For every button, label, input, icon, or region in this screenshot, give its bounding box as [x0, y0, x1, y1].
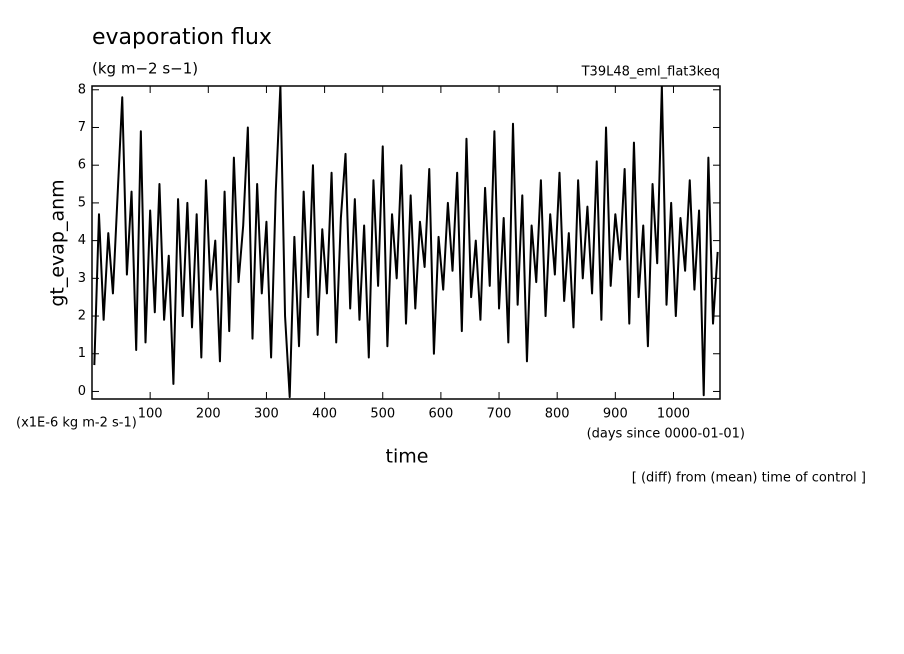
x-tick-label: 900: [603, 407, 628, 422]
units: (kg m−2 s−1): [92, 60, 198, 78]
y-tick-label: 5: [78, 195, 86, 210]
x-tick-label: 100: [138, 407, 163, 422]
data-line: [93, 86, 719, 399]
y-axis-label: gt_evap_anm: [47, 179, 69, 306]
note: [ (diff) from (mean) time of control ]: [632, 471, 866, 486]
x-tick-label: 400: [312, 407, 337, 422]
y-tick-label: 6: [78, 158, 86, 173]
plot-frame: [91, 85, 721, 400]
x-tick-label: 700: [487, 407, 512, 422]
x-tick-label: 300: [254, 407, 279, 422]
y-tick-label: 2: [78, 309, 86, 324]
x-tick-label: 800: [545, 407, 570, 422]
y-tick-label: 7: [78, 120, 86, 135]
y-scale-label: (x1E-6 kg m-2 s-1): [16, 416, 137, 431]
chart-title: evaporation flux: [92, 25, 272, 50]
x-units: (days since 0000-01-01): [587, 427, 745, 442]
y-tick-label: 8: [78, 82, 86, 97]
y-tick-label: 0: [78, 384, 86, 399]
x-tick-label: 1000: [657, 407, 690, 422]
y-tick-label: 1: [78, 346, 86, 361]
y-tick-label: 4: [78, 233, 86, 248]
x-tick-label: 600: [428, 407, 453, 422]
x-tick-label: 500: [370, 407, 395, 422]
x-axis-label: time: [386, 446, 429, 468]
x-tick-label: 200: [196, 407, 221, 422]
y-tick-label: 3: [78, 271, 86, 286]
run-label: T39L48_eml_flat3keq: [581, 65, 720, 80]
